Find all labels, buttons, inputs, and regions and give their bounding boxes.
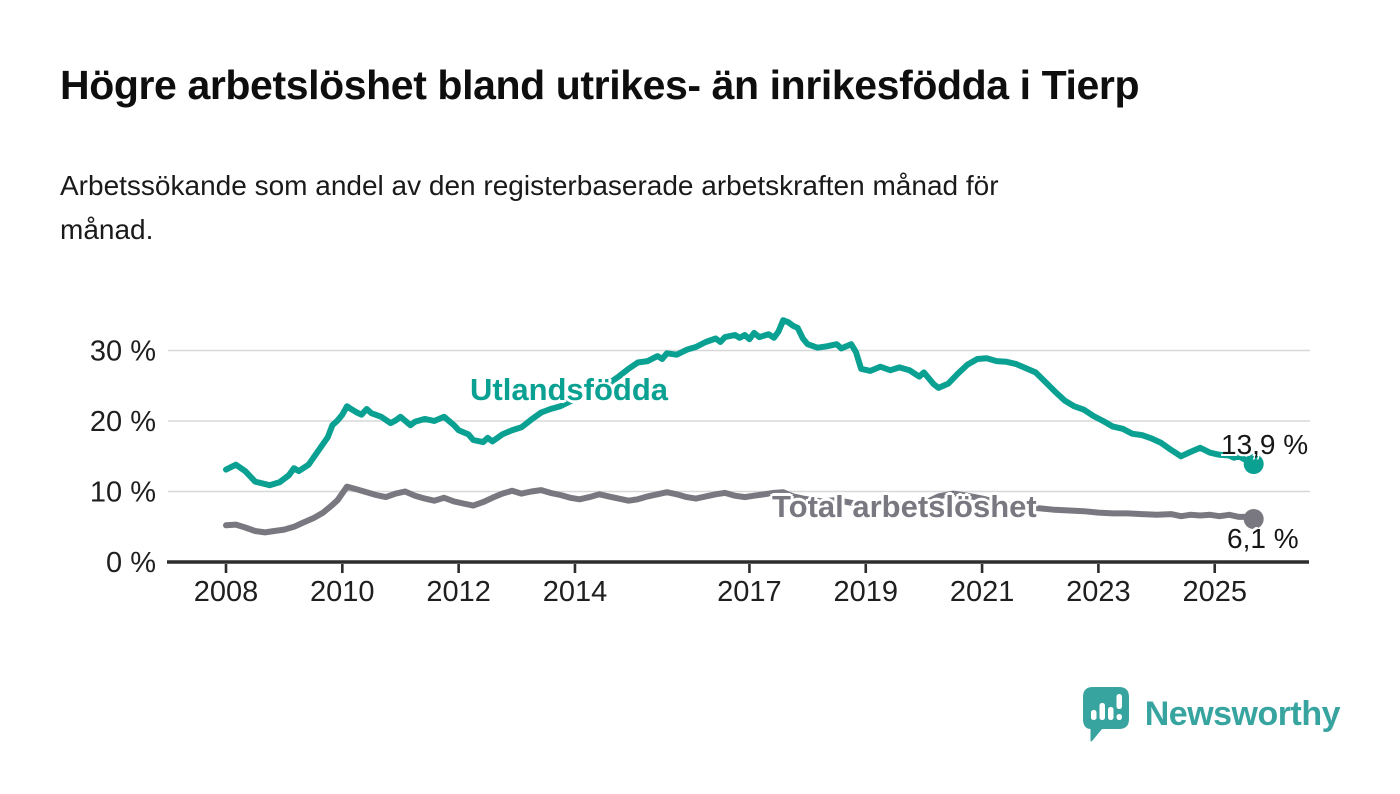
x-tick-label: 2012 bbox=[426, 576, 491, 608]
newsworthy-wordmark: Newsworthy bbox=[1144, 694, 1341, 733]
speech-bubble-shape bbox=[1082, 687, 1129, 742]
newsworthy-logo-icon bbox=[1080, 684, 1132, 744]
newsworthy-logo[interactable]: Newsworthy bbox=[1080, 684, 1341, 744]
x-tick-label: 2021 bbox=[950, 576, 1015, 608]
series-label-total-arbetsloshet: Total arbetslöshet bbox=[772, 489, 1037, 524]
series-line-utlandsfodda bbox=[223, 317, 1257, 489]
y-tick-label: 20 % bbox=[90, 406, 156, 438]
x-tick-label: 2017 bbox=[717, 576, 782, 608]
page-title: Högre arbetslöshet bland utrikes- än inr… bbox=[60, 62, 1140, 108]
x-tick-label: 2023 bbox=[1066, 576, 1131, 608]
y-tick-label: 30 % bbox=[90, 336, 156, 368]
x-tick-label: 2008 bbox=[194, 576, 259, 608]
x-tick-label: 2025 bbox=[1182, 576, 1247, 608]
subtitle-line-1: Arbetssökande som andel av den registerb… bbox=[60, 170, 999, 201]
y-tick-label: 10 % bbox=[90, 477, 156, 509]
latest-value-label-utlandsfodda: 13,9 % bbox=[1221, 429, 1309, 460]
latest-value-label-total: 6,1 % bbox=[1227, 523, 1299, 554]
chart-subtitle: Arbetssökande som andel av den registerb… bbox=[60, 164, 999, 252]
x-tick-label: 2014 bbox=[543, 576, 608, 608]
subtitle-line-2: månad. bbox=[60, 214, 154, 245]
y-tick-label: 0 % bbox=[106, 547, 156, 579]
series-label-utlandsfodda: Utlandsfödda bbox=[470, 372, 669, 407]
x-tick-label: 2010 bbox=[310, 576, 375, 608]
latest-point-dot-utlandsfodda bbox=[1243, 454, 1264, 475]
x-tick-label: 2019 bbox=[834, 576, 899, 608]
latest-point-dot-total-arbetsloshet bbox=[1243, 508, 1264, 529]
series-line-total-arbetsloshet bbox=[223, 483, 1257, 536]
